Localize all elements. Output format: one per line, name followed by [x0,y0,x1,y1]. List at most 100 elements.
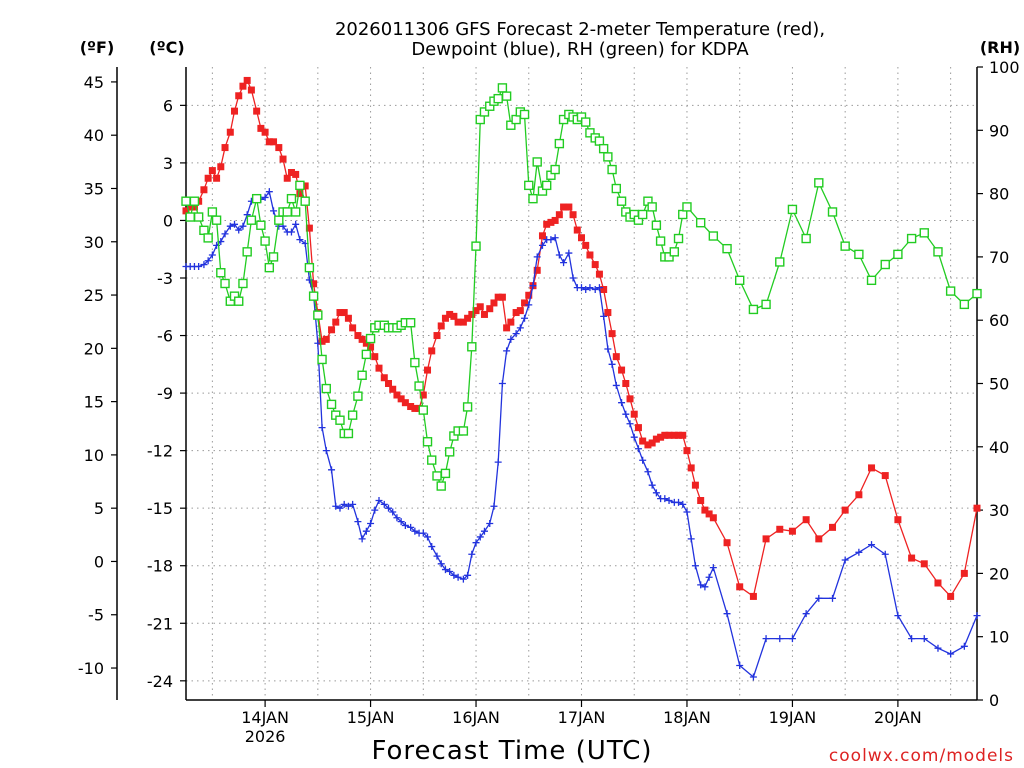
temperature-point [533,266,541,274]
dewpoint-point [358,535,366,543]
rh-point [321,383,331,394]
dewpoint-point [595,284,603,292]
dewpoint-point [411,527,419,535]
title-line-2: Dewpoint (blue), RH (green) for KDPA [411,39,749,60]
rh-point [906,233,917,244]
fahrenheit-tick-label: 0 [94,552,104,571]
rh-point [295,180,305,191]
temperature-point [472,307,480,315]
temperature-point [788,527,796,535]
temperature-point [498,293,506,301]
temperature-point [490,299,498,307]
dewpoint-point [428,543,436,551]
temperature-point [503,324,511,332]
temperature-point [736,583,744,591]
x-tick-label: 17JAN [558,708,606,727]
dewpoint-point [507,335,515,343]
fahrenheit-tick-label: 45 [84,73,104,92]
dewpoint-point [697,581,705,589]
dewpoint-point [454,573,462,581]
dewpoint-point [380,500,388,508]
rh-point [532,157,542,167]
temperature-point [200,186,208,194]
rh-point [493,93,503,104]
dewpoint-point [459,575,467,583]
temperature-point [622,380,630,387]
rh-point [761,299,771,310]
celsius-tick-label: -24 [147,672,173,691]
temperature-point [476,303,484,311]
temperature-point [371,353,379,361]
dewpoint-point [200,261,208,269]
temperature-point [555,211,563,219]
dewpoint-point [393,514,401,522]
rh-tick-label: 60 [989,311,1009,330]
temperature-point [454,318,462,326]
fahrenheit-tick-label: 10 [84,446,104,465]
temperature-point [446,310,454,318]
dewpoint-point [441,566,449,574]
rh-point [748,304,759,315]
rh-point [598,143,609,154]
temperature-point [701,506,709,514]
temperature-point [389,385,397,393]
temperature-point [868,464,876,472]
dewpoint-point [344,502,352,510]
temperature-point [547,218,555,226]
dewpoint-point [683,508,691,516]
dewpoint-point [648,481,656,489]
dewpoint-point [362,527,370,535]
temperature-point [644,441,652,449]
temperature-point [301,182,309,190]
temperature-point [920,560,928,568]
temperature-point [551,216,559,224]
rh-point [365,333,376,344]
dewpoint-point [468,550,476,558]
rh-point [611,183,622,194]
temperature-point [226,128,234,136]
dewpoint-point [675,498,683,506]
dewpoint-point [622,410,630,418]
dewpoint-point [472,539,480,547]
temperature-point [661,431,669,439]
temperature-point [239,82,247,90]
temperature-point [190,203,198,211]
rh-point [220,278,230,289]
celsius-tick-label: -6 [157,327,173,346]
temperature-point [287,169,295,176]
rh-point [286,193,297,204]
dewpoint-point [195,262,203,270]
dewpoint-point [960,642,968,650]
temperature-point [296,190,304,198]
dewpoint-point [661,495,669,503]
temperature-point [705,510,713,518]
temperature-point [560,203,568,211]
temperature-point [419,391,427,399]
rh-point [313,310,323,320]
temperature-point [608,330,616,338]
dewpoint-point [855,548,863,556]
rh-point [814,178,824,188]
temperature-point [591,261,599,269]
rh-point [558,114,569,125]
fahrenheit-tick-label: 30 [84,233,104,252]
dewpoint-point [516,324,524,332]
rh-point [410,357,420,368]
dewpoint-point [239,222,247,230]
rh-point [290,207,301,217]
temperature-point [648,439,656,447]
temperature-point [243,76,251,84]
rh-point [827,207,838,217]
fahrenheit-tick-label: -5 [88,606,104,625]
temperature-point [802,516,810,524]
rh-point [274,215,284,225]
rh-point [972,288,982,299]
celsius-tick-label: 3 [163,154,173,173]
celsius-tick-label: -12 [147,442,173,461]
dewpoint-point [336,504,344,512]
temperature-point [947,592,955,600]
dewpoint-point [226,222,234,230]
dewpoint-point [634,445,642,453]
rh-point [234,296,244,306]
